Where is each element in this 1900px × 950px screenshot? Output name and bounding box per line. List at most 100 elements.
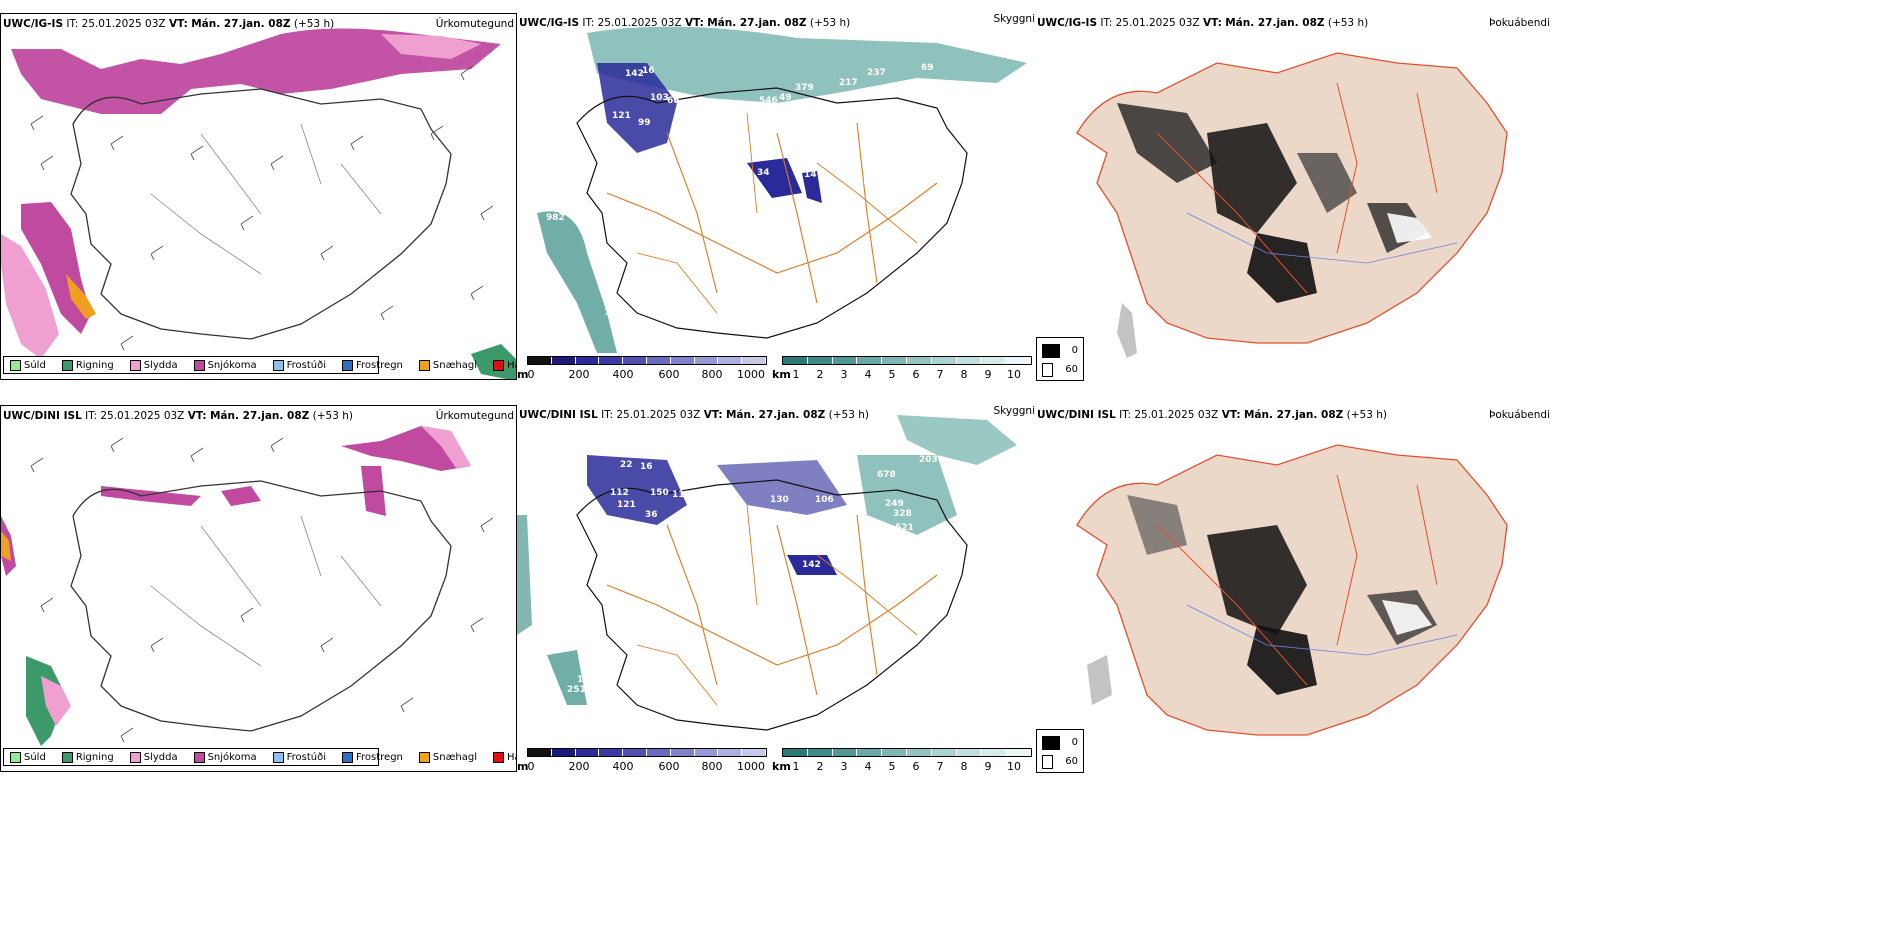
vis-label: 86 [857,178,870,188]
precip-type-label-bottom: Úrkomutegund [435,410,514,422]
colorbar-tick: 800 [701,368,723,380]
legend-swatch [342,359,353,371]
colorbar-unit: km [772,760,791,772]
visibility-labels-bottom: 22 16 112 150 112 121 36 130 130 106 678… [517,405,1035,745]
fog-legend-bottom: 0 60 [1036,729,1084,773]
fog-panel-top: UWC/IG-IS IT: 25.01.2025 03Z VT: Mán. 27… [1037,13,1552,380]
legend-swatch [193,359,205,371]
colorbar-tick: 200 [568,368,590,380]
legend-swatch [418,359,430,371]
precip-legend-top: Súld Rigning Slydda Snjókoma Frostúði Fr… [3,356,516,374]
legend-swatch [418,751,430,763]
vis-label: 203 [919,455,938,465]
fog-map-bottom [1076,444,1508,736]
colorbar-tick: 200 [568,760,590,772]
visibility-type-label-bottom: Skyggni [993,405,1036,417]
vis-label: 22 [620,460,633,470]
vis-label: 546 [759,96,778,106]
colorbar-tick: 9 [984,760,992,772]
colorbar-unit: m [517,368,529,380]
legend-item: Snæhagl [418,359,477,371]
colorbar-tick: 800 [701,760,723,772]
precip-title-bottom: UWC/DINI ISL IT: 25.01.2025 03Z VT: Mán.… [3,410,353,422]
vis-label: 69 [921,63,934,73]
vis-label: 16 [640,462,653,472]
legend-swatch [272,751,284,763]
legend-swatch [493,751,505,763]
legend-item: Snjókoma [193,359,257,371]
legend-swatch [193,751,205,763]
vis-label: 142 [625,69,644,79]
legend-swatch [342,751,353,763]
colorbar-tick: 10 [1007,368,1021,380]
vis-label: 66 [667,96,680,106]
colorbar-bar [782,748,1032,757]
vis-label: 16 [642,66,655,76]
visibility-m-colorbar-bottom: m 0 200 400 600 800 1000 [517,748,767,772]
colorbar-tick: 4 [864,368,872,380]
colorbar-tick: 8 [960,760,968,772]
vis-label: 251 [567,685,586,695]
legend-item: Snæhagl [418,751,477,763]
colorbar-tick: 10 [1007,760,1021,772]
vis-label: 249 [885,499,904,509]
legend-item: Slydda [129,359,178,371]
legend-item: Súld [10,751,46,763]
colorbar-tick: 600 [658,760,680,772]
colorbar-tick: 0 [527,368,535,380]
precip-title-top: UWC/IG-IS IT: 25.01.2025 03Z VT: Mán. 27… [3,18,335,30]
legend-swatch [10,751,21,763]
colorbar-unit: km [772,368,791,380]
visibility-map-bottom [517,415,1017,731]
legend-swatch [10,359,21,371]
colorbar-tick: 1 [792,368,800,380]
legend-swatch [272,359,284,371]
vis-label: 150 [650,488,669,498]
colorbar-bar [527,356,767,365]
precip-type-label-top: Úrkomutegund [435,18,514,30]
precip-panel-top: UWC/IG-IS IT: 25.01.2025 03Z VT: Mán. 27… [0,13,517,380]
legend-item: Slydda [129,751,178,763]
legend-item: Frostúði [272,359,326,371]
legend-item: Rigning [61,751,114,763]
vis-label: 36 [645,510,658,520]
legend-swatch [129,359,141,371]
colorbar-tick: 5 [888,760,896,772]
precip-legend-bottom: Súld Rigning Slydda Snjókoma Frostúði Fr… [3,748,516,766]
legend-item: Frostúði [272,751,326,763]
vis-label: 142 [802,560,821,570]
vis-label: 99 [638,118,651,128]
colorbar-bar [527,748,767,757]
colorbar-tick: 2 [816,760,824,772]
colorbar-tick: 400 [612,368,634,380]
fog-title-top: UWC/IG-IS IT: 25.01.2025 03Z VT: Mán. 27… [1037,17,1369,29]
colorbar-tick: 1000 [737,368,765,380]
visibility-title-top: UWC/IG-IS IT: 25.01.2025 03Z VT: Mán. 27… [519,17,851,29]
colorbar-unit: m [517,760,529,772]
legend-item: Snjókoma [193,751,257,763]
fog-type-label-bottom: Þokuábendi [1489,409,1550,421]
vis-label: 16 [577,675,590,685]
visibility-panel-bottom: UWC/DINI ISL IT: 25.01.2025 03Z VT: Mán.… [517,405,1035,772]
legend-item: Rigning [61,359,114,371]
visibility-map-top [537,26,1027,353]
vis-label: 112 [672,490,691,500]
vis-label: 14 [804,170,817,180]
colorbar-tick: 2 [816,368,824,380]
visibility-title-bottom: UWC/DINI ISL IT: 25.01.2025 03Z VT: Mán.… [519,409,869,421]
colorbar-tick: 400 [612,760,634,772]
fog-panel-bottom: UWC/DINI ISL IT: 25.01.2025 03Z VT: Mán.… [1037,405,1552,772]
vis-label: 982 [546,213,565,223]
legend-item: Frostregn [342,751,403,763]
legend-swatch [129,751,141,763]
precip-panel-bottom: UWC/DINI ISL IT: 25.01.2025 03Z VT: Mán.… [0,405,517,772]
colorbar-tick: 3 [840,368,848,380]
colorbar-tick: 1 [792,760,800,772]
fog-legend-top: 0 60 [1036,337,1084,381]
colorbar-tick: 3 [840,760,848,772]
colorbar-tick: 1000 [737,760,765,772]
vis-label: 678 [877,470,896,480]
precip-map-top [1,28,516,379]
vis-label: 121 [617,500,636,510]
visibility-km-colorbar-top: km 1 2 3 4 5 6 7 8 9 10 [772,356,1035,380]
